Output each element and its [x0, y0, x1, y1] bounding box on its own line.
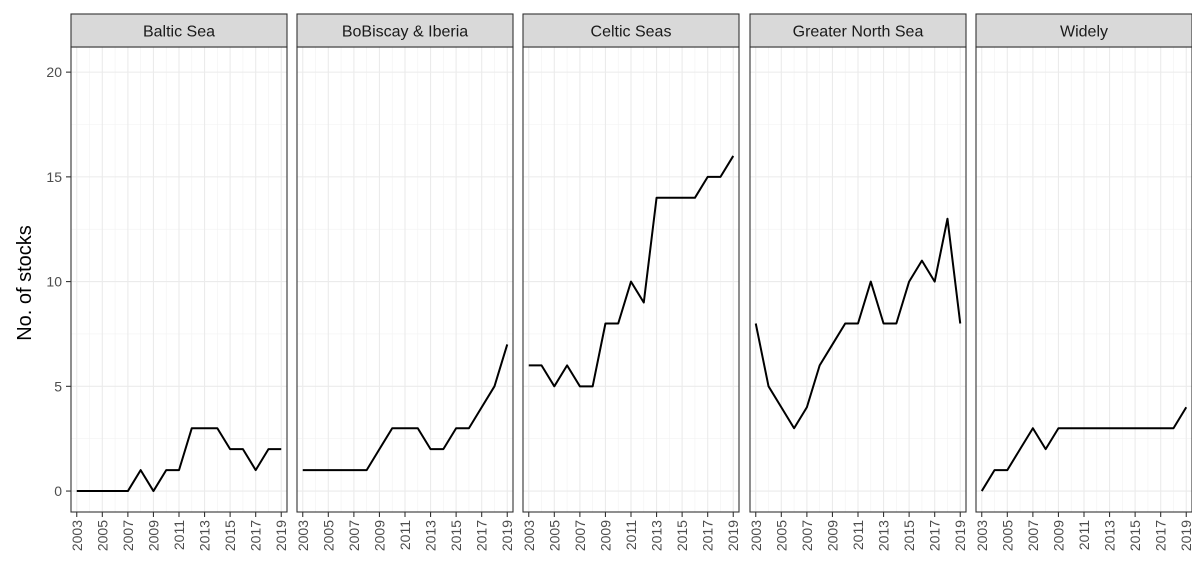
- facet-strip: [296, 13, 514, 48]
- facet-strip-label: Baltic Sea: [143, 24, 215, 41]
- x-tick-label: 2011: [397, 520, 413, 550]
- x-tick-label: 2005: [999, 520, 1015, 551]
- facet-panel: Celtic Seas 2003 2005 2007 2009 2011 2013 2015 2…: [521, 13, 741, 551]
- x-tick-label: 2007: [572, 520, 588, 551]
- x-tick-label: 2015: [901, 520, 917, 551]
- x-tick-label: 2005: [320, 520, 336, 551]
- x-tick-label: 2017: [700, 520, 716, 551]
- x-tick-label: 2007: [799, 520, 815, 551]
- x-tick-label: 2019: [725, 520, 741, 551]
- facet-strip: [522, 13, 740, 48]
- x-tick-label: 2013: [649, 520, 665, 551]
- x-tick-label: 2003: [974, 520, 990, 551]
- x-tick-label: 2015: [448, 520, 464, 551]
- x-tick-label: 2013: [876, 520, 892, 551]
- y-axis: 0 5 10 15 20: [46, 64, 71, 499]
- series-line: [302, 344, 509, 472]
- x-tick-label: 2019: [273, 520, 289, 551]
- series-line: [76, 427, 282, 493]
- x-tick-label: 2013: [1102, 520, 1118, 551]
- x-tick-label: 2011: [850, 520, 866, 550]
- x-tick-label: 2003: [521, 520, 537, 551]
- y-tick-label: 15: [46, 169, 62, 185]
- x-tick-label: 2003: [295, 520, 311, 551]
- facet-strip-label: BoBiscay & Iberia: [342, 24, 468, 41]
- x-tick-label: 2019: [952, 520, 968, 551]
- x-tick-label: 2019: [499, 520, 515, 551]
- x-tick-label: 2009: [1050, 520, 1066, 551]
- x-tick-label: 2015: [674, 520, 690, 551]
- x-tick-label: 2017: [248, 520, 264, 551]
- facet-strip-label: Celtic Seas: [591, 24, 672, 41]
- x-tick-label: 2003: [69, 520, 85, 551]
- x-tick-label: 2009: [824, 520, 840, 551]
- facet-panel: BoBiscay & Iberia 2003 2005 2007 2009 2011 201…: [295, 13, 515, 551]
- x-tick-label: 2005: [773, 520, 789, 551]
- facet-strip-label: Widely: [1060, 24, 1108, 41]
- series-line: [754, 217, 962, 430]
- x-tick-label: 2017: [474, 520, 490, 551]
- x-tick-label: 2013: [423, 520, 439, 551]
- x-tick-label: 2009: [597, 520, 613, 551]
- x-tick-label: 2011: [623, 520, 639, 550]
- x-tick-label: 2007: [346, 520, 362, 551]
- x-tick-label: 2017: [1153, 520, 1169, 551]
- series-line: [528, 155, 735, 388]
- x-tick-label: 2013: [197, 520, 213, 551]
- x-tick-label: 2019: [1178, 520, 1192, 551]
- x-tick-label: 2015: [222, 520, 238, 551]
- y-tick-label: 0: [54, 483, 62, 499]
- series-line: [980, 406, 1188, 492]
- x-tick-label: 2007: [120, 520, 136, 551]
- facet-strip-label: Greater North Sea: [793, 24, 924, 41]
- facet-strip: [749, 13, 967, 48]
- x-tick-label: 2003: [748, 520, 764, 551]
- x-tick-label: 2017: [927, 520, 943, 551]
- facet-panel: Greater North Sea 2003 2005 2007 2009 2011 201…: [748, 13, 968, 551]
- facet-strip: [975, 13, 1192, 48]
- facet-panel: Widely 2003 2005 2007 2009 2011 2013 2015 2017 20…: [974, 13, 1192, 551]
- x-tick-label: 2011: [171, 520, 187, 550]
- y-tick-label: 5: [54, 378, 62, 394]
- facet-panels: 0 5 10 15 20 Baltic Sea 2003 2005 2007 2009 2011 20…: [46, 13, 1192, 551]
- y-tick-label: 10: [46, 274, 62, 290]
- x-tick-label: 2009: [371, 520, 387, 551]
- x-tick-label: 2005: [94, 520, 110, 551]
- x-tick-label: 2009: [145, 520, 161, 551]
- x-tick-label: 2007: [1025, 520, 1041, 551]
- x-tick-label: 2005: [546, 520, 562, 551]
- facet-strip: [70, 13, 288, 48]
- x-tick-label: 2015: [1127, 520, 1143, 551]
- x-tick-label: 2011: [1076, 520, 1092, 550]
- facet-panel: Baltic Sea 2003 2005 2007 2009 2011 2013 2015 20…: [69, 13, 289, 551]
- y-tick-label: 20: [46, 64, 62, 80]
- y-axis-title: No. of stocks: [14, 225, 36, 341]
